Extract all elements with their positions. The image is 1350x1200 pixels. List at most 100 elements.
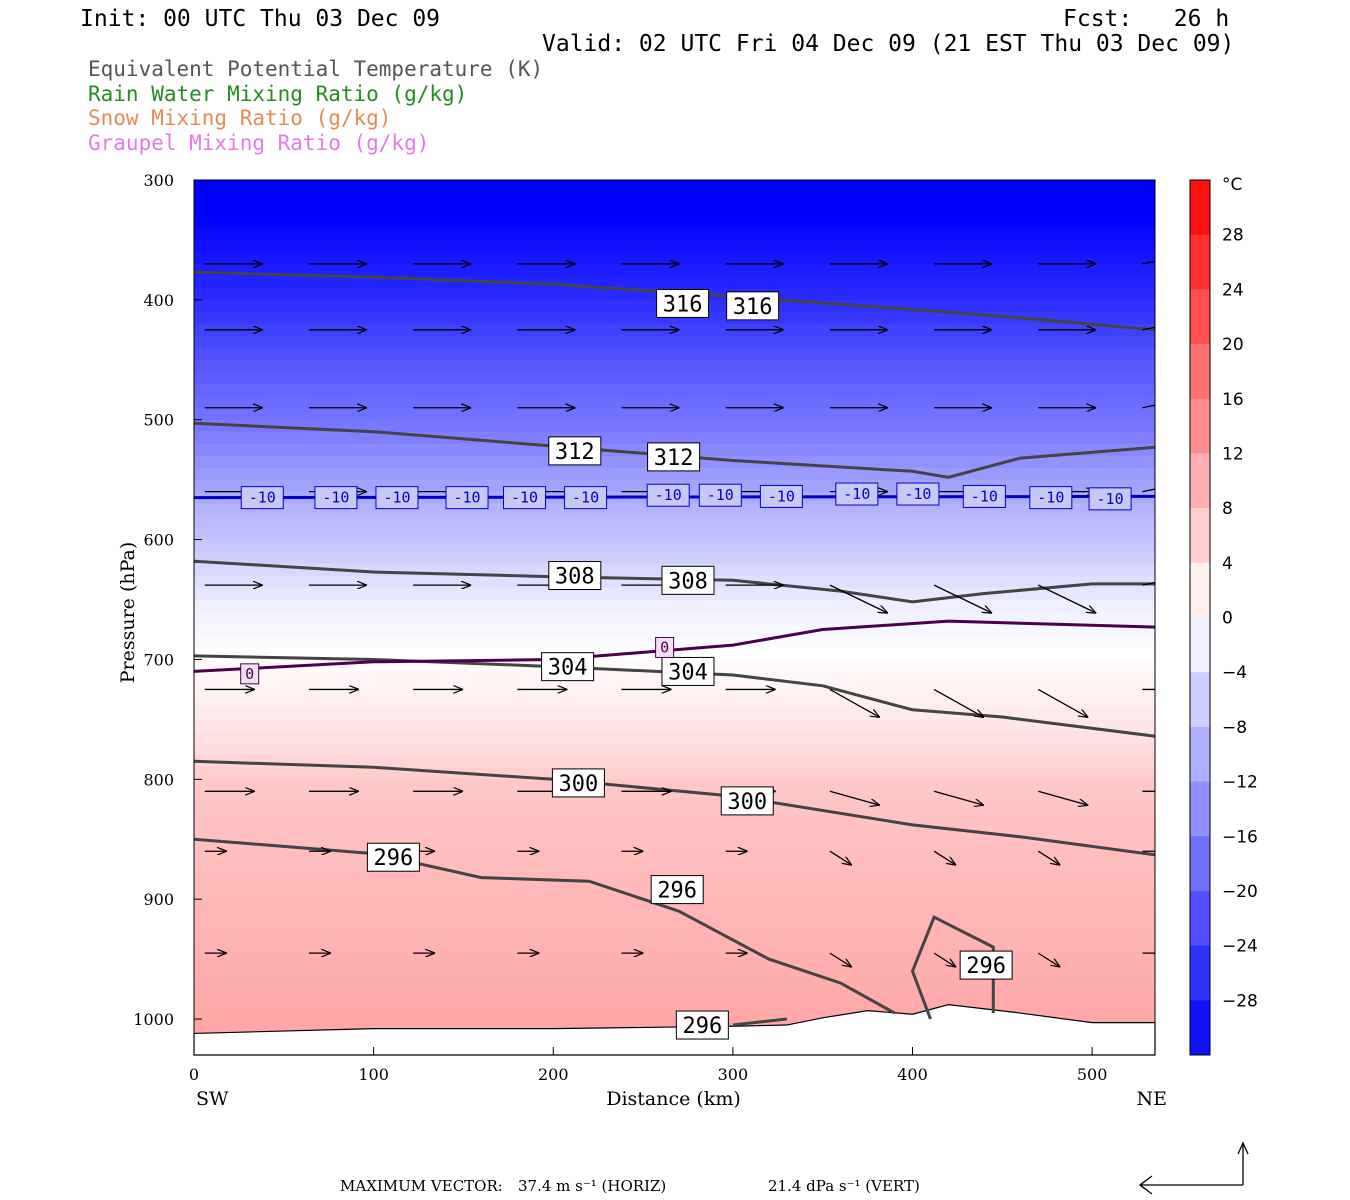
- y-tick-label: 700: [143, 650, 174, 669]
- theta-e-label-box: [675, 1010, 729, 1040]
- temp-band: [194, 251, 1155, 265]
- plot-frame: [193, 179, 1156, 1056]
- x-tick-label: 300: [718, 1065, 749, 1084]
- wind-vector: [829, 790, 880, 805]
- colorbar-bin: [1190, 508, 1210, 564]
- theta-e-label: 316: [733, 295, 773, 320]
- isotherm-label: -10: [453, 489, 480, 507]
- temp-band: [194, 827, 1155, 841]
- theta-e-label-box: [650, 875, 704, 905]
- max-vector-label: MAXIMUM VECTOR:: [340, 1177, 503, 1195]
- isotherm-label-box: [240, 486, 284, 510]
- colorbar-bin: [1190, 836, 1210, 892]
- theta-e-contour-312: [194, 421, 1155, 479]
- wind-vector: [1142, 260, 1155, 265]
- x-tick-label: 500: [1077, 1065, 1108, 1084]
- temp-band: [194, 395, 1155, 409]
- theta-e-contour-296: [732, 1017, 787, 1027]
- theta-e-contour-308: [194, 559, 1155, 604]
- colorbar-bin: [1190, 344, 1210, 400]
- x-tick-label: 0: [189, 1065, 199, 1084]
- temp-band: [194, 215, 1155, 229]
- colorbar-label: −12: [1222, 773, 1258, 793]
- theta-e-label-box: [366, 842, 420, 872]
- temp-band: [194, 431, 1155, 445]
- colorbar-bin: [1190, 398, 1210, 454]
- colorbar-unit: °C: [1222, 175, 1242, 195]
- temp-band: [194, 983, 1155, 997]
- temp-band: [194, 779, 1155, 793]
- isotherm-label-box: [503, 486, 547, 510]
- temp-band: [194, 419, 1155, 433]
- x-tick-label: 100: [358, 1065, 389, 1084]
- temp-band: [194, 899, 1155, 913]
- endpoint-left-label: SW: [196, 1088, 229, 1110]
- init-time: Init: 00 UTC Thu 03 Dec 09: [80, 6, 441, 32]
- temp-band: [194, 743, 1155, 757]
- legend-theta-e: Equivalent Potential Temperature (K): [88, 57, 544, 81]
- isotherm-label-box: [1088, 487, 1132, 511]
- temp-band: [194, 935, 1155, 949]
- wind-vector: [1038, 790, 1088, 805]
- wind-vector: [1142, 326, 1155, 331]
- wind-vector: [1037, 952, 1060, 967]
- theta-e-label-box: [548, 561, 602, 591]
- theta-e-label: 304: [668, 660, 708, 685]
- temp-band: [194, 599, 1155, 613]
- isotherm-label: -10: [904, 485, 931, 503]
- isotherm-label-box: [698, 483, 742, 507]
- temp-band: [194, 227, 1155, 241]
- temp-band: [194, 551, 1155, 565]
- theta-e-label: 300: [727, 790, 767, 815]
- isotherm-label: -10: [768, 487, 795, 505]
- isotherm-label: -10: [572, 489, 599, 507]
- wind-vector: [933, 850, 956, 865]
- theta-e-label-box: [720, 786, 774, 816]
- colorbar-label: 8: [1222, 499, 1233, 519]
- theta-e-label-box: [647, 442, 701, 472]
- colorbar-bin: [1190, 1000, 1210, 1056]
- temp-band: [194, 275, 1155, 289]
- temp-band: [194, 263, 1155, 277]
- isotherm-label: -10: [383, 489, 410, 507]
- isotherm-label-box: [759, 484, 803, 508]
- wind-vector: [829, 952, 852, 967]
- temp-band: [194, 815, 1155, 829]
- isotherm-label-box: [375, 486, 419, 510]
- colorbar-label: −24: [1222, 937, 1258, 957]
- x-axis-label: Distance (km): [606, 1088, 741, 1110]
- theta-e-label-box: [959, 950, 1013, 980]
- y-tick-label: 400: [143, 291, 174, 310]
- isotherm-label: -10: [1037, 489, 1064, 507]
- y-tick-label: 500: [143, 411, 174, 430]
- temp-band: [194, 755, 1155, 769]
- temp-band: [194, 191, 1155, 205]
- temp-band: [194, 407, 1155, 421]
- temp-band: [194, 695, 1155, 709]
- colorbar-label: 0: [1222, 609, 1233, 629]
- isotherm-label-box: [655, 636, 675, 658]
- temp-band: [194, 731, 1155, 745]
- y-tick-label: 1000: [133, 1010, 174, 1029]
- theta-e-label: 312: [654, 446, 694, 471]
- temp-band: [194, 851, 1155, 865]
- isotherm-label-box: [835, 482, 879, 506]
- colorbar-bin: [1190, 890, 1210, 947]
- wind-vector: [933, 952, 956, 967]
- wind-vector: [829, 688, 880, 717]
- temp-band: [194, 767, 1155, 781]
- colorbar-label: −4: [1222, 663, 1247, 683]
- isotherm-label-box: [445, 486, 489, 510]
- wind-vector: [1037, 688, 1088, 717]
- theta-e-label-box: [551, 768, 605, 798]
- colorbar-label: 16: [1222, 390, 1244, 410]
- temp-band: [194, 180, 1155, 193]
- temp-band: [194, 335, 1155, 349]
- temp-band: [194, 863, 1155, 877]
- wind-vector: [1142, 488, 1155, 493]
- valid-time: Valid: 02 UTC Fri 04 Dec 09 (21 EST Thu …: [542, 31, 1235, 57]
- colorbar-label: −16: [1222, 827, 1258, 847]
- temp-band: [194, 923, 1155, 937]
- wind-vector: [1142, 404, 1155, 409]
- colorbar-label: 20: [1222, 335, 1244, 355]
